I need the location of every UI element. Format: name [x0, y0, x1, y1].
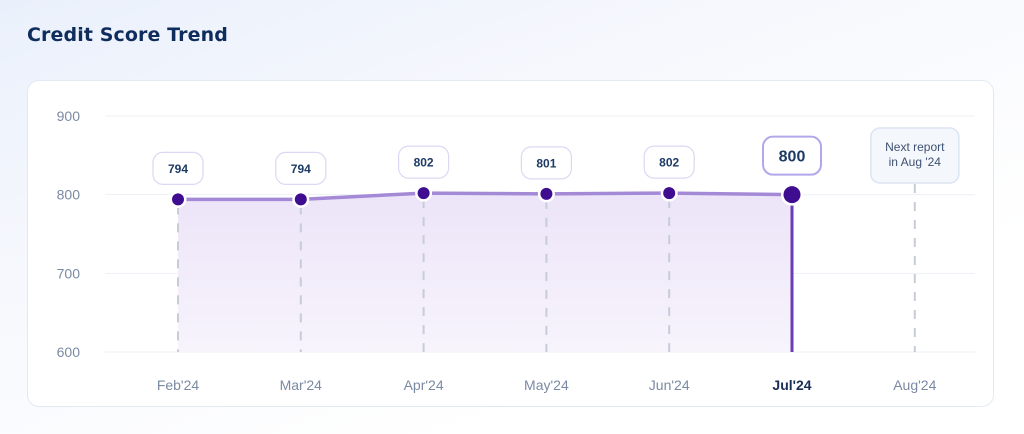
data-point[interactable] [417, 187, 430, 200]
value-label: 794 [291, 162, 311, 176]
y-axis: 900 800 700 600 [57, 108, 81, 360]
chart-title: Credit Score Trend [27, 24, 228, 46]
value-label: 794 [168, 162, 188, 176]
value-label: 800 [779, 149, 806, 166]
y-tick-label: 900 [57, 108, 81, 124]
next-report-text: Next report [885, 140, 945, 154]
value-label: 802 [414, 156, 434, 170]
y-tick-label: 800 [57, 187, 81, 203]
value-labels: 794 794 802 801 802 800 [152, 135, 822, 185]
next-report-callout [870, 127, 960, 184]
x-tick-label: May'24 [524, 377, 569, 393]
value-label-bubble [152, 151, 204, 185]
data-point[interactable] [294, 193, 307, 206]
area-fill [178, 193, 792, 352]
score-line-path [178, 191, 793, 202]
guide-lines [177, 184, 975, 352]
x-tick-label: Jun'24 [649, 377, 690, 393]
data-point[interactable] [172, 193, 184, 206]
x-axis: Feb'24 Mar'24 Apr'24 May'24 Jun'24 Jul'24 Aug'… [157, 377, 937, 393]
data-point[interactable] [663, 187, 676, 200]
value-label: 802 [659, 156, 679, 170]
data-point[interactable] [783, 186, 801, 204]
value-label-bubble [762, 135, 822, 176]
x-tick-label: Jul'24 [772, 377, 811, 393]
y-tick-label: 700 [57, 265, 81, 281]
x-tick-label: Mar'24 [280, 377, 323, 393]
value-label-bubble [398, 145, 450, 179]
value-label: 801 [536, 156, 556, 170]
x-tick-label: Feb'24 [157, 377, 200, 393]
value-label-bubble [520, 146, 573, 180]
x-tick-label: Apr'24 [404, 377, 444, 393]
data-point[interactable] [540, 187, 553, 200]
score-line [178, 191, 793, 202]
x-tick-label: Aug'24 [893, 377, 936, 393]
next-report-text: in Aug '24 [889, 155, 942, 169]
y-tick-label: 600 [57, 344, 81, 360]
area-fill-path [178, 193, 792, 352]
value-label-bubble [275, 151, 327, 185]
value-label-bubble [643, 145, 695, 179]
data-points [169, 183, 803, 208]
